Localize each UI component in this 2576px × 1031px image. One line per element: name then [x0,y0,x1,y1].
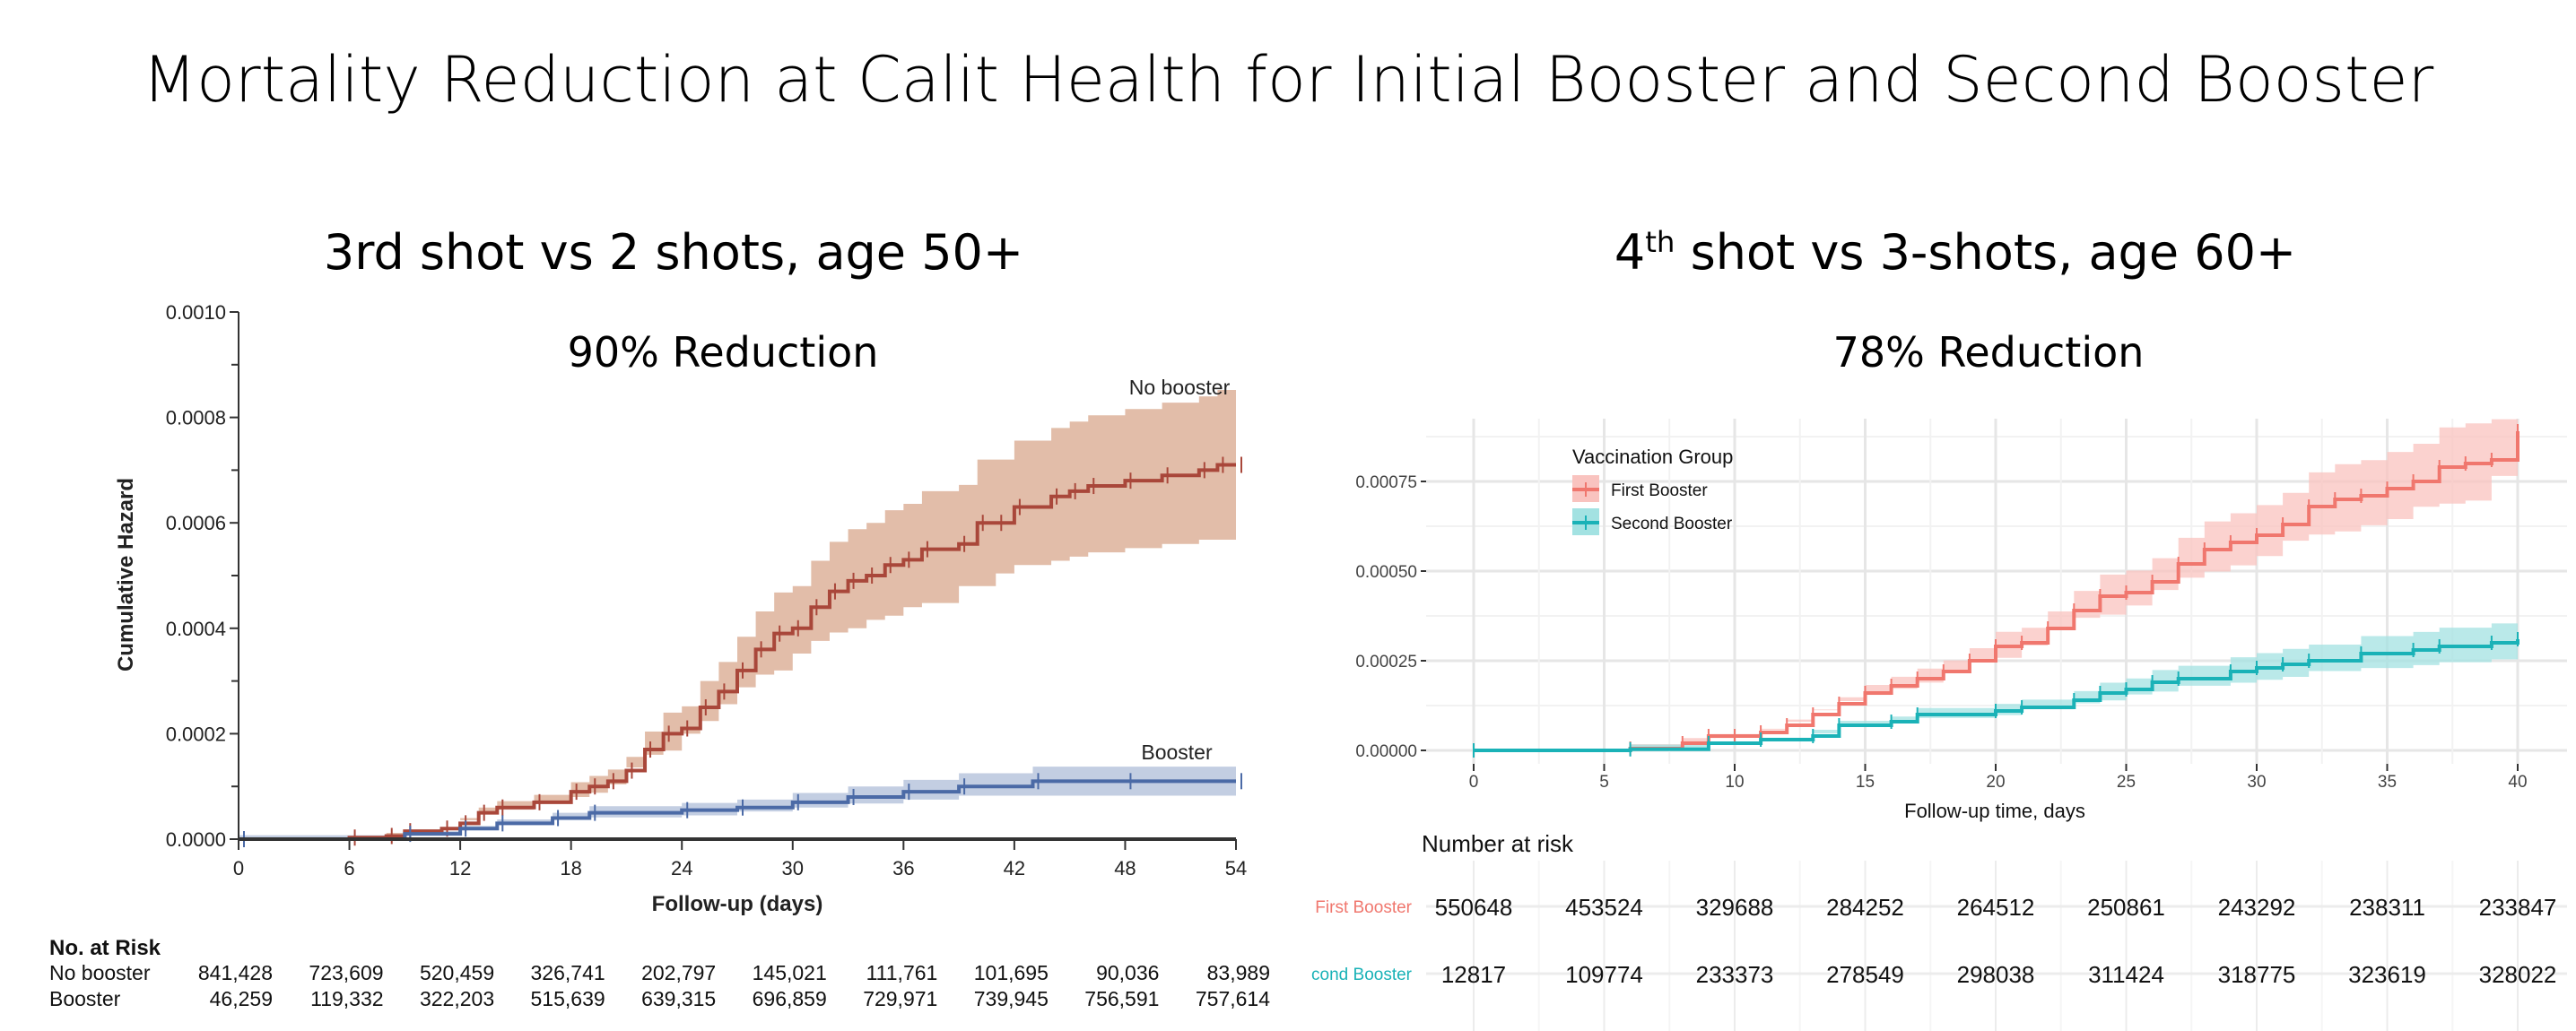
x-tick-label: 54 [1225,857,1247,879]
risk-table-title: Number at risk [1422,830,1574,857]
risk-cell: 298038 [1957,961,2035,988]
risk-cell: 756,591 [1084,987,1159,1010]
x-tick-label: 20 [1986,773,2005,792]
risk-cell: 101,695 [974,961,1049,984]
right-subtitle-sup: th [1645,225,1675,259]
legend-label: First Booster [1611,481,1708,500]
legend-title: Vaccination Group [1572,446,1733,468]
risk-cell: 145,021 [753,961,827,984]
risk-cell: 109774 [1565,961,1643,988]
legend-label: Second Booster [1611,515,1733,533]
series-label-booster: Booster [1141,741,1213,764]
risk-cell: 90,036 [1096,961,1159,984]
y-tick-label: 0.00075 [1355,473,1417,492]
risk-cell: 202,797 [641,961,716,984]
y-tick-label: 0.0000 [166,828,226,851]
left-reduction-label: 90% Reduction [567,328,879,377]
x-tick-label: 36 [892,857,914,879]
right-subtitle-ordinal: 4 [1614,224,1646,281]
risk-cell: 322,203 [420,987,494,1010]
right-subtitle: 4th shot vs 3-shots, age 60+ [1614,224,2296,281]
risk-row-label: First Booster [1315,898,1412,917]
y-tick-label: 0.0002 [166,723,226,745]
y-tick-label: 0.0006 [166,512,226,534]
risk-cell: 250861 [2087,894,2165,921]
left-cumulative-hazard-chart: 0.0000 0.0002 0.0004 0.0006 0.0008 0.0010 0 6 12… [49,301,1270,1010]
risk-row-label: Booster [49,987,121,1010]
risk-cell: 723,609 [309,961,383,984]
risk-cell: 233373 [1696,961,1774,988]
risk-cell: 238311 [2349,894,2425,921]
risk-cell: 284252 [1826,894,1904,921]
risk-cell: 111,761 [866,961,938,984]
risk-row-label: Second Booster [1291,966,1413,984]
x-tick-label: 42 [1004,857,1025,879]
y-tick-label: 0.0008 [166,407,226,429]
y-tick-label: 0.00025 [1355,653,1417,671]
x-tick-label: 0 [233,857,244,879]
risk-cell: 329688 [1696,894,1774,921]
risk-cell: 323619 [2348,961,2426,988]
risk-cell: 841,428 [198,961,273,984]
x-tick-label: 48 [1114,857,1136,879]
risk-cell: 739,945 [974,987,1049,1010]
x-tick-label: 12 [449,857,471,879]
risk-cell: 119,332 [310,987,383,1010]
x-tick-label: 35 [2378,773,2397,792]
risk-cell: 326,741 [531,961,605,984]
y-tick-label: 0.0010 [166,301,226,324]
x-tick-label: 6 [344,857,354,879]
risk-cell: 278549 [1826,961,1904,988]
x-tick-label: 30 [782,857,804,879]
risk-cell: 264512 [1957,894,2035,921]
risk-cell: 83,989 [1207,961,1270,984]
x-tick-label: 25 [2117,773,2136,792]
x-tick-label: 15 [1856,773,1875,792]
right-reduction-label: 78% Reduction [1832,328,2145,377]
risk-cell: 639,315 [641,987,716,1010]
x-tick-label: 10 [1725,773,1744,792]
risk-cell: 729,971 [863,987,937,1010]
left-subtitle: 3rd shot vs 2 shots, age 50+ [323,224,1024,281]
y-axis-title: Cumulative Hazard [114,478,138,671]
risk-cell: 311424 [2088,961,2164,988]
risk-cell: 233847 [2479,894,2557,921]
x-tick-label: 0 [1469,773,1479,792]
risk-cell: 515,639 [531,987,605,1010]
risk-cell: 46,259 [210,987,273,1010]
series-line-first-booster [1474,431,2519,752]
x-axis-title: Follow-up (days) [652,892,823,916]
y-tick-label: 0.00000 [1355,742,1417,761]
right-subtitle-rest: shot vs 3-shots, age 60+ [1675,224,2297,281]
x-tick-label: 40 [2508,773,2527,792]
y-tick-label: 0.00050 [1355,563,1417,582]
risk-cell: 328022 [2479,961,2557,988]
risk-cell: 243292 [2218,894,2296,921]
risk-cell: 520,459 [420,961,494,984]
x-tick-label: 18 [560,857,581,879]
series-line-no-booster [239,463,1236,841]
x-axis-title: Follow-up time, days [1904,800,2085,822]
main-title: Mortality Reduction at Calit Health for … [142,43,2434,117]
ci-band-second-booster [1474,619,2518,750]
series-label-no-booster: No booster [1129,376,1231,399]
x-tick-label: 24 [671,857,692,879]
x-tick-label: 30 [2247,773,2266,792]
series-line-booster [239,779,1236,841]
risk-cell: 453524 [1565,894,1643,921]
risk-cell: 318775 [2218,961,2296,988]
risk-cell: 550648 [1435,894,1513,921]
ci-band-no-booster [239,390,1236,839]
x-tick-label: 5 [1599,773,1609,792]
y-tick-label: 0.0004 [166,618,226,640]
risk-cell: 12817 [1441,961,1506,988]
risk-cell: 757,614 [1196,987,1270,1010]
risk-cell: 696,859 [753,987,827,1010]
risk-row-label: No booster [49,961,151,984]
risk-table-title: No. at Risk [49,936,161,960]
